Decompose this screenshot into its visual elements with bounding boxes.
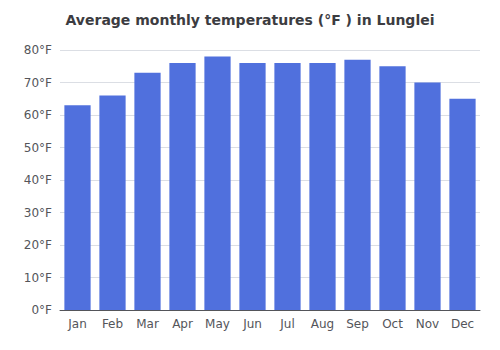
svg-text:Nov: Nov — [416, 317, 439, 331]
svg-text:Dec: Dec — [451, 317, 474, 331]
svg-text:Apr: Apr — [172, 317, 193, 331]
svg-text:60°F: 60°F — [24, 108, 52, 122]
svg-text:Aug: Aug — [311, 317, 334, 331]
svg-text:80°F: 80°F — [24, 43, 52, 57]
svg-text:30°F: 30°F — [24, 206, 52, 220]
svg-text:Jun: Jun — [242, 317, 262, 331]
svg-text:20°F: 20°F — [24, 238, 52, 252]
svg-text:0°F: 0°F — [31, 303, 52, 317]
svg-text:40°F: 40°F — [24, 173, 52, 187]
svg-text:Jul: Jul — [279, 317, 294, 331]
svg-text:Average monthly temperatures (: Average monthly temperatures (°F ) in Lu… — [66, 12, 435, 28]
svg-text:Jan: Jan — [67, 317, 87, 331]
svg-text:Oct: Oct — [382, 317, 403, 331]
svg-text:70°F: 70°F — [24, 76, 52, 90]
svg-text:50°F: 50°F — [24, 141, 52, 155]
svg-text:May: May — [205, 317, 230, 331]
svg-text:Mar: Mar — [136, 317, 159, 331]
svg-text:Sep: Sep — [346, 317, 369, 331]
svg-text:10°F: 10°F — [24, 271, 52, 285]
svg-text:Feb: Feb — [102, 317, 123, 331]
